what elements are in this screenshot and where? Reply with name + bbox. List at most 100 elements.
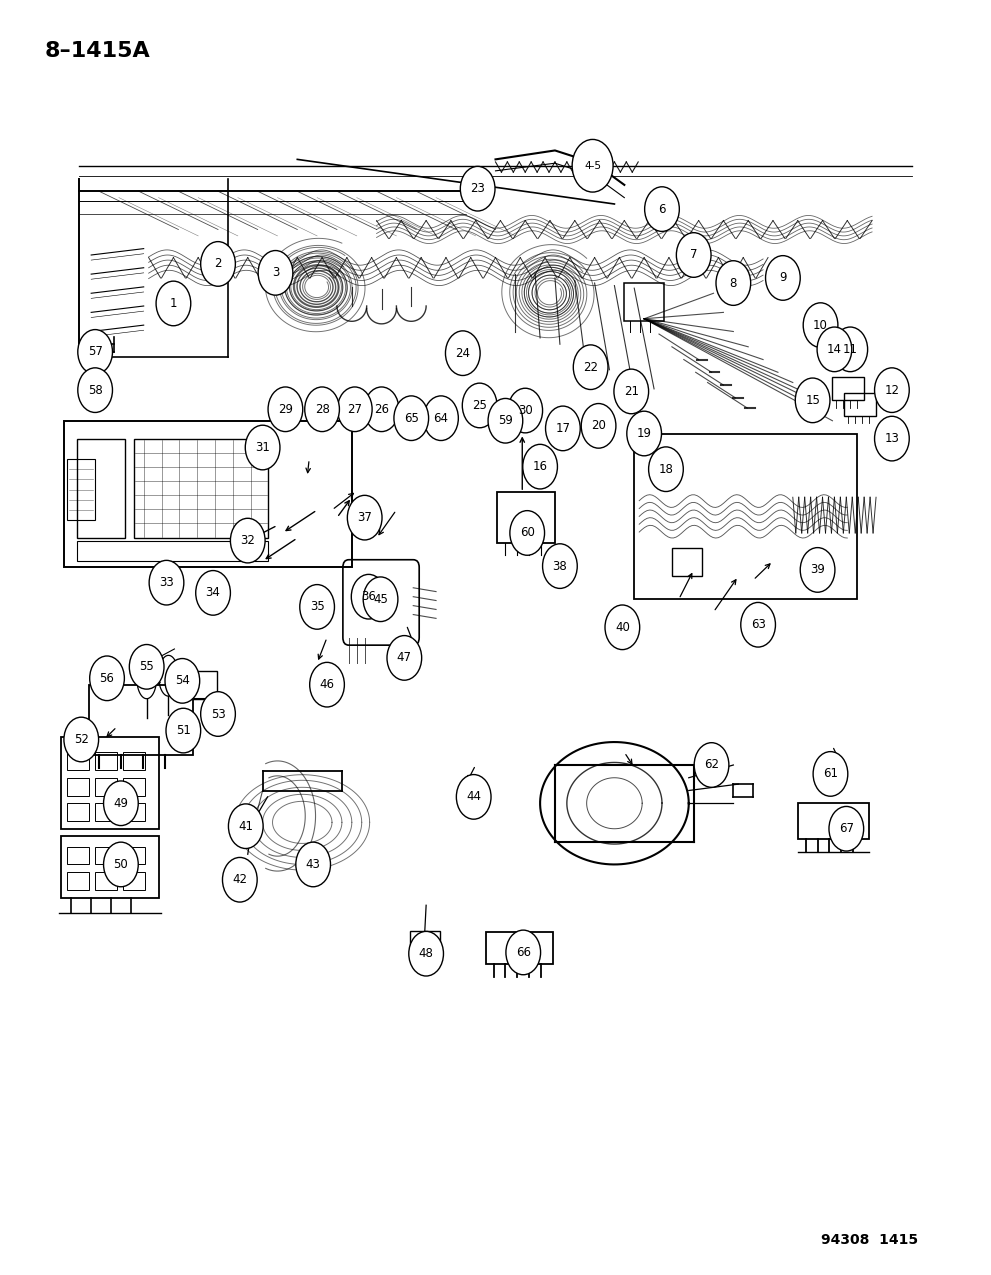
- Circle shape: [488, 398, 523, 444]
- Circle shape: [165, 658, 200, 704]
- Bar: [123, 803, 145, 821]
- Text: 20: 20: [591, 419, 606, 432]
- Text: 11: 11: [842, 343, 858, 356]
- Text: 19: 19: [636, 427, 652, 440]
- Circle shape: [77, 368, 113, 413]
- Text: 42: 42: [232, 873, 248, 886]
- Bar: [67, 847, 89, 864]
- Text: 41: 41: [238, 820, 254, 833]
- Text: 94308  1415: 94308 1415: [821, 1233, 918, 1247]
- Circle shape: [222, 857, 257, 903]
- Bar: [123, 847, 145, 864]
- Text: 12: 12: [884, 384, 900, 397]
- Circle shape: [813, 751, 847, 796]
- Text: 35: 35: [310, 601, 324, 613]
- Text: 44: 44: [466, 790, 482, 803]
- Bar: [67, 872, 89, 890]
- Circle shape: [103, 843, 139, 887]
- Circle shape: [614, 370, 649, 414]
- Text: 55: 55: [140, 660, 154, 673]
- Text: 13: 13: [884, 432, 900, 445]
- Text: 62: 62: [704, 759, 719, 771]
- Text: 50: 50: [114, 858, 128, 871]
- Text: 53: 53: [211, 708, 225, 720]
- Circle shape: [409, 931, 443, 977]
- Text: 17: 17: [555, 422, 571, 435]
- Text: 49: 49: [113, 797, 129, 810]
- Circle shape: [605, 606, 640, 650]
- Text: 60: 60: [519, 527, 535, 539]
- Bar: [798, 803, 869, 839]
- Text: 43: 43: [305, 858, 321, 871]
- Text: 54: 54: [174, 674, 190, 687]
- Circle shape: [200, 691, 236, 737]
- Text: 3: 3: [272, 266, 279, 279]
- Bar: [672, 548, 702, 576]
- Text: 52: 52: [73, 733, 89, 746]
- Bar: [624, 283, 664, 321]
- Text: 58: 58: [88, 384, 102, 397]
- Text: 29: 29: [277, 403, 293, 416]
- Text: 25: 25: [472, 399, 488, 412]
- Circle shape: [645, 187, 680, 232]
- Text: 8–1415A: 8–1415A: [45, 41, 151, 61]
- Bar: [95, 803, 117, 821]
- Text: 59: 59: [497, 414, 513, 427]
- Circle shape: [545, 405, 580, 451]
- Text: 9: 9: [779, 272, 787, 284]
- Text: 36: 36: [361, 590, 377, 603]
- Circle shape: [363, 576, 398, 622]
- Circle shape: [456, 775, 492, 820]
- Bar: [64, 421, 352, 567]
- Circle shape: [817, 328, 852, 372]
- Text: 26: 26: [374, 403, 389, 416]
- Circle shape: [572, 139, 613, 193]
- Bar: [192, 671, 217, 699]
- Text: 51: 51: [175, 724, 191, 737]
- Text: 37: 37: [357, 511, 373, 524]
- Text: 61: 61: [823, 768, 838, 780]
- Text: 31: 31: [255, 441, 271, 454]
- Text: 4-5: 4-5: [584, 161, 602, 171]
- Text: 67: 67: [838, 822, 854, 835]
- Circle shape: [63, 717, 99, 762]
- Circle shape: [351, 574, 386, 618]
- Circle shape: [875, 416, 910, 460]
- Circle shape: [300, 584, 334, 630]
- Text: 15: 15: [805, 394, 821, 407]
- Text: 27: 27: [347, 403, 363, 416]
- Text: 2: 2: [214, 258, 222, 270]
- Bar: [67, 752, 89, 770]
- Circle shape: [90, 655, 125, 701]
- Circle shape: [694, 742, 729, 787]
- Bar: [634, 434, 857, 599]
- Circle shape: [365, 388, 399, 432]
- Circle shape: [386, 636, 421, 681]
- Circle shape: [337, 388, 373, 432]
- Bar: [95, 847, 117, 864]
- Bar: [67, 803, 89, 821]
- Bar: [123, 778, 145, 796]
- Text: 66: 66: [515, 946, 531, 959]
- Text: 28: 28: [314, 403, 330, 416]
- Text: 10: 10: [813, 319, 828, 332]
- Circle shape: [510, 511, 545, 556]
- Text: 24: 24: [455, 347, 471, 360]
- Text: 57: 57: [87, 346, 103, 358]
- Circle shape: [446, 332, 480, 376]
- Circle shape: [581, 403, 616, 448]
- Bar: [123, 752, 145, 770]
- Text: 38: 38: [553, 560, 567, 572]
- Text: 48: 48: [418, 947, 434, 960]
- Bar: [89, 685, 193, 755]
- Circle shape: [795, 377, 830, 422]
- Circle shape: [149, 561, 184, 606]
- Bar: [61, 737, 159, 829]
- Circle shape: [627, 411, 662, 456]
- Circle shape: [506, 931, 541, 974]
- Circle shape: [875, 368, 910, 413]
- Circle shape: [462, 382, 496, 428]
- Bar: [67, 459, 95, 520]
- Text: 56: 56: [99, 672, 115, 685]
- Circle shape: [424, 395, 458, 440]
